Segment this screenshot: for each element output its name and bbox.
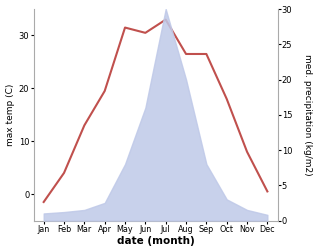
X-axis label: date (month): date (month) — [117, 236, 194, 246]
Y-axis label: max temp (C): max temp (C) — [5, 84, 15, 146]
Y-axis label: med. precipitation (kg/m2): med. precipitation (kg/m2) — [303, 54, 313, 176]
